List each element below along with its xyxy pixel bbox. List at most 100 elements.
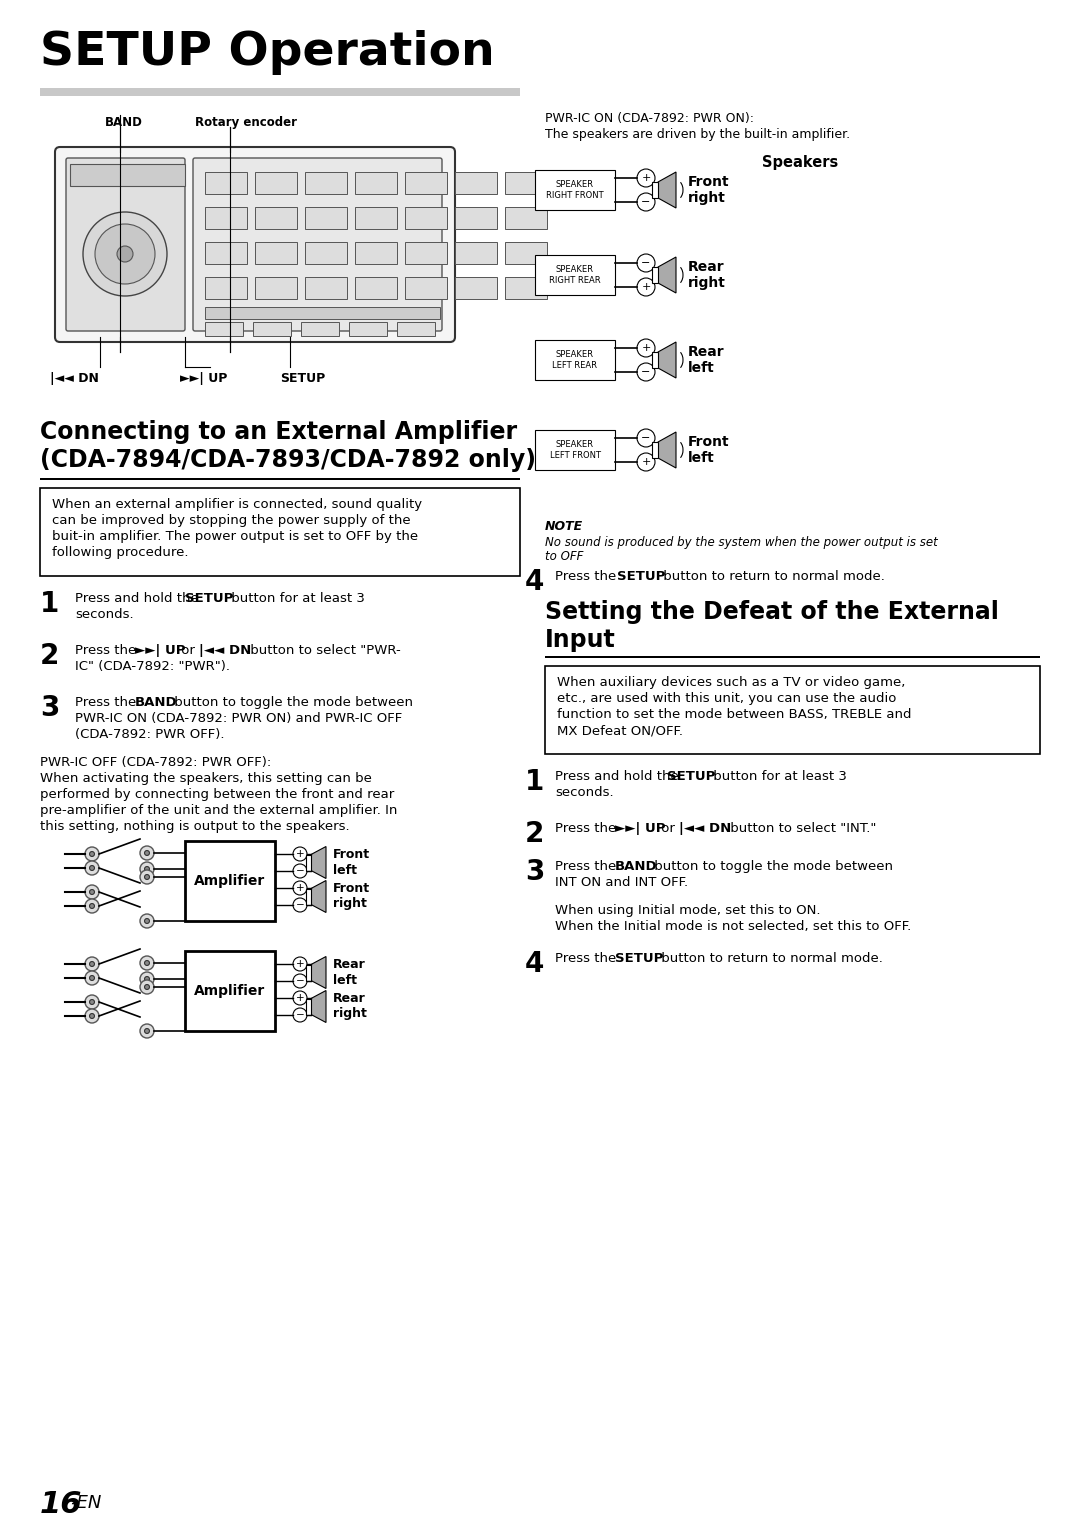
Circle shape	[90, 865, 94, 870]
Circle shape	[145, 984, 149, 989]
Text: buit-in amplifier. The power output is set to OFF by the: buit-in amplifier. The power output is s…	[52, 530, 418, 543]
Polygon shape	[658, 432, 676, 468]
Bar	[355, 208, 397, 229]
Bar	[40, 478, 519, 481]
Text: −: −	[296, 900, 305, 909]
Text: ►►| UP: ►►| UP	[135, 644, 186, 658]
Text: button to toggle the mode between: button to toggle the mode between	[170, 696, 413, 710]
Circle shape	[140, 870, 154, 884]
Polygon shape	[311, 957, 326, 989]
Polygon shape	[658, 256, 676, 293]
Circle shape	[145, 1029, 149, 1033]
Circle shape	[637, 453, 654, 472]
Circle shape	[90, 852, 94, 856]
Text: −: −	[296, 977, 305, 986]
Text: BAND: BAND	[135, 696, 177, 710]
Circle shape	[140, 955, 154, 971]
Circle shape	[140, 980, 154, 993]
Text: following procedure.: following procedure.	[52, 546, 189, 559]
Bar	[455, 278, 497, 299]
Circle shape	[117, 246, 133, 262]
Text: SPEAKER
LEFT REAR: SPEAKER LEFT REAR	[553, 349, 597, 369]
Bar	[545, 665, 1040, 754]
Bar	[455, 172, 497, 194]
Text: PWR-IC OFF (CDA-7892: PWR OFF):: PWR-IC OFF (CDA-7892: PWR OFF):	[40, 755, 271, 769]
Text: SETUP: SETUP	[615, 952, 663, 964]
Bar	[255, 208, 297, 229]
Text: button for at least 3: button for at least 3	[708, 771, 847, 783]
Bar	[205, 208, 247, 229]
Circle shape	[83, 212, 167, 296]
Text: to OFF: to OFF	[545, 549, 583, 563]
Circle shape	[95, 224, 156, 284]
Bar	[185, 951, 275, 1032]
Text: +: +	[642, 343, 650, 353]
Text: PWR-IC ON (CDA-7892: PWR ON) and PWR-IC OFF: PWR-IC ON (CDA-7892: PWR ON) and PWR-IC …	[75, 713, 402, 725]
Text: −: −	[642, 197, 650, 208]
Text: pre-amplifier of the unit and the external amplifier. In: pre-amplifier of the unit and the extern…	[40, 804, 397, 816]
Text: button for at least 3: button for at least 3	[227, 592, 365, 604]
Text: 4: 4	[525, 951, 544, 978]
Text: When an external amplifier is connected, sound quality: When an external amplifier is connected,…	[52, 497, 422, 511]
Text: Speakers: Speakers	[761, 156, 838, 169]
Bar	[405, 243, 447, 264]
FancyBboxPatch shape	[66, 159, 185, 331]
Polygon shape	[658, 172, 676, 208]
Bar	[505, 278, 546, 299]
Text: −: −	[642, 433, 650, 443]
Text: +: +	[642, 456, 650, 467]
Bar	[40, 89, 519, 96]
Text: Rear
right: Rear right	[333, 992, 367, 1021]
Bar	[185, 841, 275, 922]
Bar	[455, 243, 497, 264]
Text: MX Defeat ON/OFF.: MX Defeat ON/OFF.	[557, 723, 683, 737]
Text: −: −	[642, 366, 650, 377]
Circle shape	[637, 278, 654, 296]
FancyBboxPatch shape	[55, 146, 455, 342]
Bar	[306, 998, 311, 1015]
Bar	[505, 208, 546, 229]
Circle shape	[637, 169, 654, 188]
Text: Rear
left: Rear left	[333, 958, 366, 986]
Bar	[306, 855, 311, 870]
Circle shape	[293, 957, 307, 971]
Text: Front
right: Front right	[688, 175, 730, 204]
Circle shape	[90, 890, 94, 894]
Text: −: −	[642, 258, 650, 269]
Text: |◄◄ DN: |◄◄ DN	[50, 372, 99, 385]
Circle shape	[140, 972, 154, 986]
Text: 1: 1	[525, 768, 544, 797]
Bar	[397, 322, 435, 336]
Text: |◄◄ DN: |◄◄ DN	[199, 644, 252, 658]
Text: No sound is produced by the system when the power output is set: No sound is produced by the system when …	[545, 536, 937, 549]
Bar	[652, 182, 658, 198]
Bar	[535, 169, 615, 211]
Text: button to return to normal mode.: button to return to normal mode.	[659, 571, 885, 583]
Bar	[205, 243, 247, 264]
Circle shape	[145, 960, 149, 966]
Text: When using Initial mode, set this to ON.: When using Initial mode, set this to ON.	[555, 903, 821, 917]
Text: SETUP: SETUP	[617, 571, 665, 583]
Text: +: +	[296, 884, 305, 893]
Text: Rotary encoder: Rotary encoder	[195, 116, 297, 130]
Bar	[535, 255, 615, 295]
Bar	[205, 307, 440, 319]
Text: -EN: -EN	[70, 1494, 102, 1512]
Bar	[349, 322, 387, 336]
Circle shape	[637, 192, 654, 211]
Circle shape	[90, 975, 94, 980]
Text: button to toggle the mode between: button to toggle the mode between	[650, 861, 893, 873]
Bar	[355, 243, 397, 264]
Text: Press the: Press the	[555, 861, 621, 873]
Bar	[70, 163, 185, 186]
Circle shape	[145, 977, 149, 981]
Circle shape	[293, 881, 307, 896]
Circle shape	[90, 961, 94, 966]
Bar	[305, 243, 347, 264]
Text: this setting, nothing is output to the speakers.: this setting, nothing is output to the s…	[40, 819, 350, 833]
Circle shape	[637, 429, 654, 447]
Text: 3: 3	[40, 694, 59, 722]
Text: Front
left: Front left	[333, 848, 370, 876]
Text: +: +	[642, 172, 650, 183]
Circle shape	[140, 862, 154, 876]
